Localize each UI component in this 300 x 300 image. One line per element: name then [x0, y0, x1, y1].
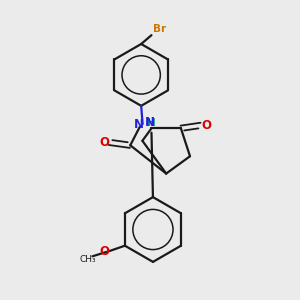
Text: O: O — [201, 119, 211, 132]
Text: N: N — [145, 116, 155, 129]
Text: CH₃: CH₃ — [80, 255, 96, 264]
Text: O: O — [100, 245, 110, 258]
Text: N: N — [134, 118, 144, 130]
Text: O: O — [99, 136, 110, 149]
Text: Br: Br — [153, 24, 166, 34]
Text: H: H — [146, 118, 155, 128]
